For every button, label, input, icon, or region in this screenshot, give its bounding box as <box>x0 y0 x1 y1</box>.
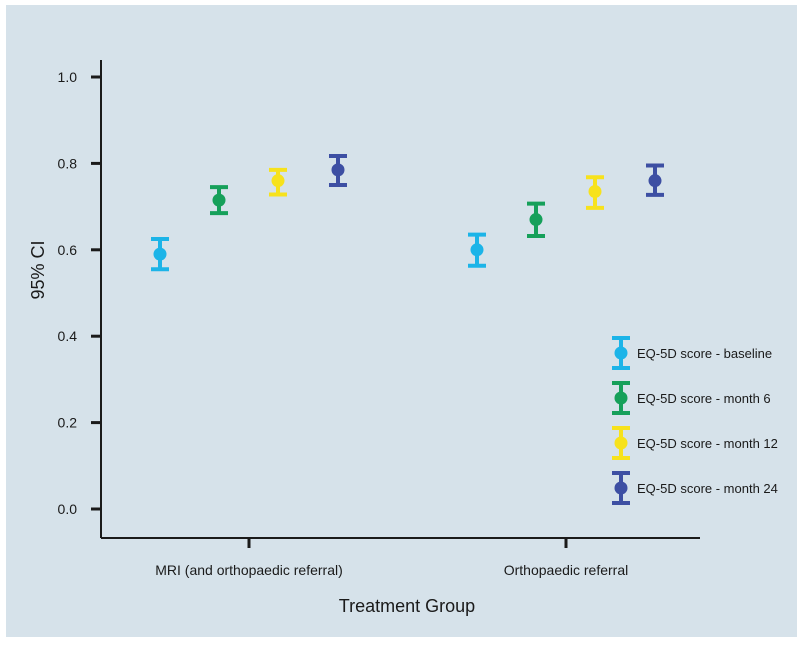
mean-point <box>614 436 628 450</box>
legend-marker <box>612 336 630 370</box>
mean-point <box>588 184 602 198</box>
legend-item: EQ-5D score - month 24 <box>612 471 778 505</box>
legend-label: EQ-5D score - month 6 <box>637 391 771 406</box>
mean-point <box>614 346 628 360</box>
error-bar-point <box>151 237 169 272</box>
axes <box>100 60 700 539</box>
legend-marker <box>612 471 630 505</box>
y-tick-label: 0.0 <box>58 501 78 517</box>
x-category-label: MRI (and orthopaedic referral) <box>155 562 343 578</box>
legend-item: EQ-5D score - month 12 <box>612 426 778 460</box>
mean-point <box>470 243 484 257</box>
y-tick-label: 0.8 <box>58 155 78 171</box>
legend-marker <box>612 426 630 460</box>
error-bar-point <box>646 163 664 197</box>
mean-point <box>648 174 662 188</box>
x-category-label: Orthopaedic referral <box>504 562 629 578</box>
legend: EQ-5D score - baseline EQ-5D score - mont… <box>612 336 778 505</box>
mean-point <box>614 481 628 495</box>
mean-point <box>212 193 226 207</box>
mean-point <box>271 174 285 188</box>
x-axis-title: Treatment Group <box>339 596 475 616</box>
mean-point <box>153 247 167 261</box>
mean-point <box>614 391 628 405</box>
data-marks <box>151 154 664 272</box>
y-tick-label: 0.6 <box>58 242 78 258</box>
legend-label: EQ-5D score - month 24 <box>637 481 778 496</box>
y-tick-label: 1.0 <box>58 69 78 85</box>
legend-marker <box>612 381 630 415</box>
mean-point <box>529 213 543 227</box>
x-ticks: MRI (and orthopaedic referral) Orthopaedi… <box>155 538 628 578</box>
y-ticks: 0.0 0.2 0.4 0.6 0.8 1.0 <box>58 69 101 517</box>
y-axis-title: 95% CI <box>28 240 48 299</box>
chart-panel <box>6 5 797 637</box>
error-bar-point <box>468 232 486 268</box>
error-bar-point <box>586 175 604 210</box>
legend-label: EQ-5D score - baseline <box>637 346 772 361</box>
legend-item: EQ-5D score - month 6 <box>612 381 771 415</box>
error-bar-point <box>329 154 347 187</box>
error-bar-point <box>210 185 228 216</box>
legend-item: EQ-5D score - baseline <box>612 336 772 370</box>
mean-point <box>331 163 345 177</box>
error-bar-point <box>269 167 287 197</box>
y-tick-label: 0.2 <box>58 415 78 431</box>
legend-label: EQ-5D score - month 12 <box>637 436 778 451</box>
error-bar-point <box>527 201 545 238</box>
y-tick-label: 0.4 <box>58 328 78 344</box>
